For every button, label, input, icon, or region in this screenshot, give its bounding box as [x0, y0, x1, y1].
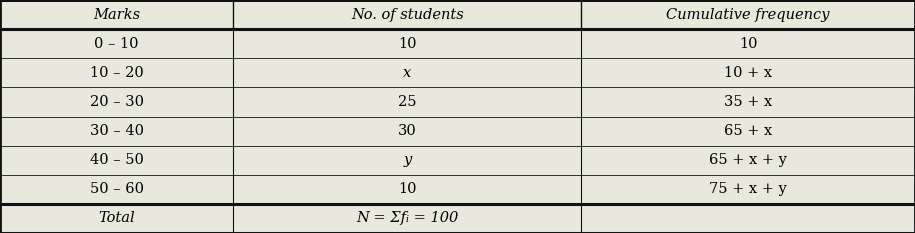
Bar — [233, 0, 581, 29]
Bar — [233, 116, 581, 146]
Bar — [0, 146, 233, 175]
Text: Total: Total — [98, 211, 135, 226]
Bar — [581, 175, 915, 204]
Text: 20 – 30: 20 – 30 — [90, 95, 144, 109]
Text: 30: 30 — [398, 124, 416, 138]
Text: 10: 10 — [398, 37, 416, 51]
Bar — [0, 116, 233, 146]
Text: 30 – 40: 30 – 40 — [90, 124, 144, 138]
Text: No. of students: No. of students — [350, 7, 464, 22]
Bar — [0, 87, 233, 116]
Bar — [581, 87, 915, 116]
Text: y: y — [403, 153, 412, 167]
Bar — [233, 29, 581, 58]
Bar — [233, 175, 581, 204]
Text: 65 + x + y: 65 + x + y — [709, 153, 787, 167]
Bar — [581, 146, 915, 175]
Bar — [581, 204, 915, 233]
Bar — [0, 204, 233, 233]
Text: 10: 10 — [738, 37, 758, 51]
Bar — [581, 29, 915, 58]
Text: x: x — [403, 66, 412, 80]
Bar — [0, 29, 233, 58]
Bar — [0, 0, 233, 29]
Bar — [233, 204, 581, 233]
Text: 35 + x: 35 + x — [724, 95, 772, 109]
Text: Cumulative frequency: Cumulative frequency — [666, 7, 830, 22]
Text: 10: 10 — [398, 182, 416, 196]
Text: 0 – 10: 0 – 10 — [94, 37, 139, 51]
Text: 75 + x + y: 75 + x + y — [709, 182, 787, 196]
Bar — [581, 116, 915, 146]
Bar — [0, 58, 233, 87]
Text: 25: 25 — [398, 95, 416, 109]
Bar — [581, 58, 915, 87]
Text: N = Σfᵢ = 100: N = Σfᵢ = 100 — [356, 211, 458, 226]
Text: 10 – 20: 10 – 20 — [90, 66, 144, 80]
Bar — [233, 146, 581, 175]
Bar — [233, 58, 581, 87]
Bar — [0, 175, 233, 204]
Text: 10 + x: 10 + x — [724, 66, 772, 80]
Text: 65 + x: 65 + x — [724, 124, 772, 138]
Text: 50 – 60: 50 – 60 — [90, 182, 144, 196]
Text: Marks: Marks — [93, 7, 140, 22]
Bar — [233, 87, 581, 116]
Text: 40 – 50: 40 – 50 — [90, 153, 144, 167]
Bar — [581, 0, 915, 29]
